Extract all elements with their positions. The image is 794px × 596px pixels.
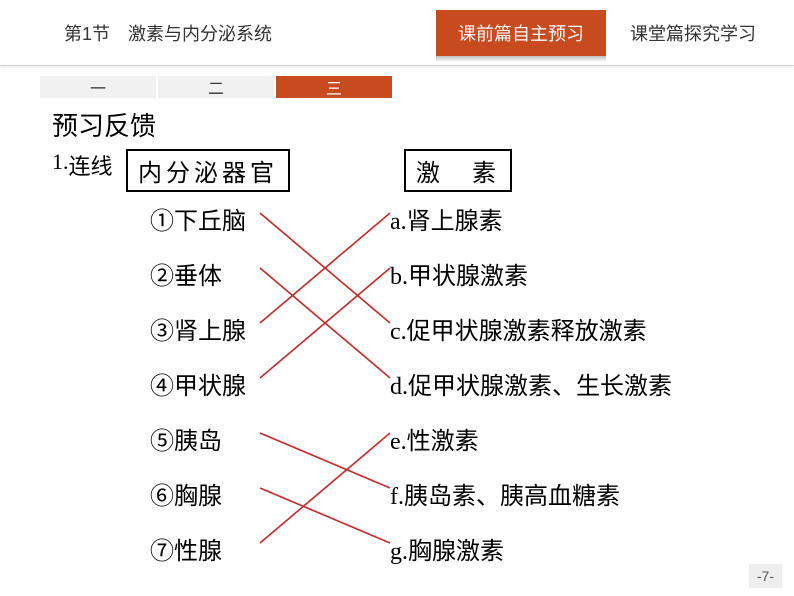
right-item: e.性激素 [390,421,479,456]
page-number: -7- [749,564,782,588]
matching-diagram: 内分泌器官 激 素 ①下丘脑 ②垂体 ③肾上腺 ④甲状腺 ⑤胰岛 ⑥胸腺 ⑦性腺 a.肾上腺素 b.… [120,149,730,589]
right-item: b.甲状腺激素 [390,256,528,291]
question-text: 连线 [69,149,113,181]
section-tab-1[interactable]: 一 [40,76,156,98]
left-item: ①下丘脑 [150,201,246,236]
left-item: ③肾上腺 [150,311,246,346]
right-item: d.促甲状腺激素、生长激素 [390,366,672,401]
left-item: ④甲状腺 [150,366,246,401]
tab-inclass[interactable]: 课堂篇探究学习 [608,10,778,56]
chapter-title: 第1节 激素与内分泌系统 [64,20,272,46]
right-item: c.促甲状腺激素释放激素 [390,311,647,346]
left-item: ②垂体 [150,256,222,291]
section-tab-2[interactable]: 二 [158,76,274,98]
section-tab-3[interactable]: 三 [276,76,392,98]
section-tabs: 一 二 三 [40,76,794,98]
top-tabs: 课前篇自主预习 课堂篇探究学习 [436,10,778,56]
section-heading: 预习反馈 [52,106,794,143]
right-item: f.胰岛素、胰高血糖素 [390,476,620,511]
tab-preclass[interactable]: 课前篇自主预习 [436,10,606,56]
left-column-title: 内分泌器官 [126,149,290,192]
left-item: ⑤胰岛 [150,421,222,456]
right-item: g.胸腺激素 [390,531,504,566]
left-item: ⑦性腺 [150,531,222,566]
left-item: ⑥胸腺 [150,476,222,511]
question-number: 1. [52,149,69,175]
top-bar: 第1节 激素与内分泌系统 课前篇自主预习 课堂篇探究学习 [0,0,794,66]
right-column-title: 激 素 [404,149,512,192]
right-item: a.肾上腺素 [390,201,503,236]
